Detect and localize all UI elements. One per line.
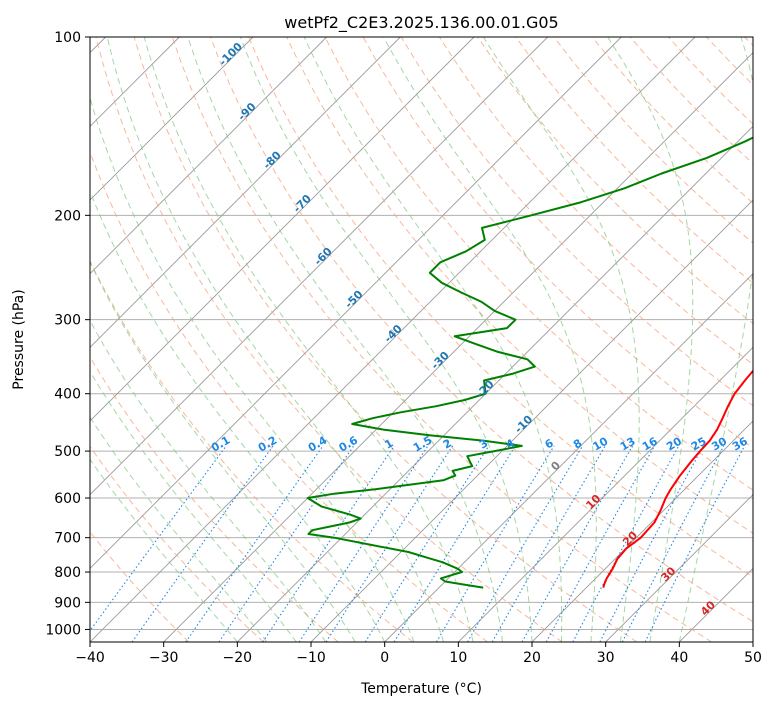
x-tick-label: −30 xyxy=(149,650,179,666)
y-tick-label: 300 xyxy=(54,313,81,329)
chart-title: wetPf2_C2E3.2025.136.00.01.G05 xyxy=(284,13,558,33)
x-axis-label: Temperature (°C) xyxy=(360,681,482,697)
x-tick-label: 20 xyxy=(523,650,541,666)
y-tick-label: 400 xyxy=(54,387,81,403)
x-tick-label: 10 xyxy=(449,650,467,666)
x-tick-label: 30 xyxy=(597,650,615,666)
y-tick-label: 900 xyxy=(54,595,81,611)
y-axis-label: Pressure (hPa) xyxy=(11,289,27,389)
y-tick-label: 700 xyxy=(54,531,81,547)
x-tick-label: −10 xyxy=(296,650,326,666)
y-tick-label: 500 xyxy=(54,444,81,460)
x-tick-label: 0 xyxy=(380,650,389,666)
x-tick-label: −40 xyxy=(75,650,105,666)
y-tick-label: 100 xyxy=(54,30,81,46)
x-tick-label: −20 xyxy=(223,650,253,666)
x-tick-label: 50 xyxy=(744,650,762,666)
x-tick-label: 40 xyxy=(670,650,688,666)
y-tick-label: 1000 xyxy=(45,622,81,638)
y-tick-label: 600 xyxy=(54,491,81,507)
y-tick-label: 800 xyxy=(54,565,81,581)
y-tick-label: 200 xyxy=(54,208,81,224)
